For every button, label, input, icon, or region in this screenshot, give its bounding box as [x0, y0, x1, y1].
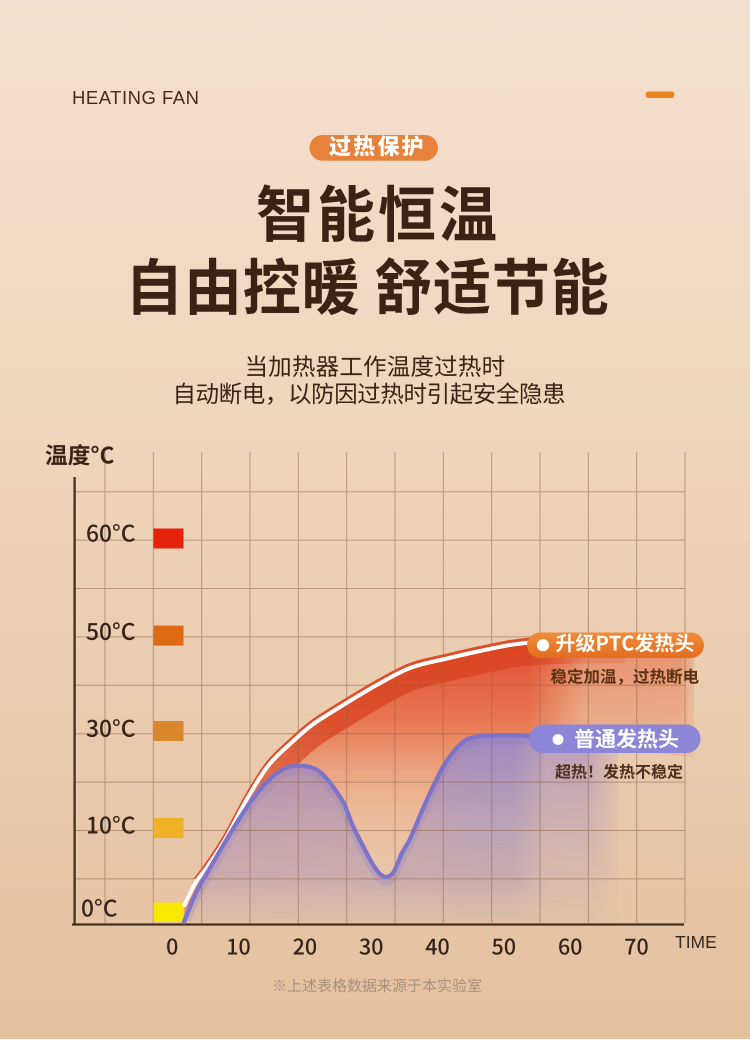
svg-text:HEATING FAN: HEATING FAN [72, 87, 199, 108]
svg-text:TIME: TIME [675, 932, 717, 952]
